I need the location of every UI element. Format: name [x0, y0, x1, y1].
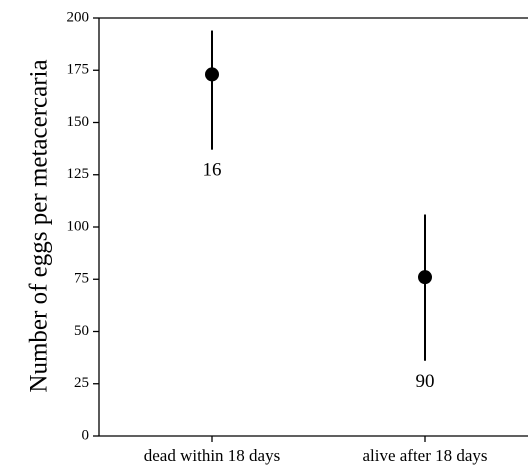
y-tick-label: 150 [67, 114, 90, 130]
data-point [205, 67, 219, 82]
sample-size-label: 16 [203, 160, 222, 181]
y-tick-label: 175 [67, 62, 90, 78]
y-tick-label: 200 [67, 9, 90, 25]
y-tick-label: 0 [82, 427, 90, 443]
x-tick-label: alive after 18 days [362, 446, 487, 465]
x-tick-label: dead within 18 days [144, 446, 280, 465]
y-tick-label: 125 [67, 166, 90, 182]
axes: 0 25 50 75 100 125 150 175 200 dead within 18 day… [67, 9, 528, 465]
y-tick-label: 50 [74, 323, 89, 339]
y-axis-label: Number of eggs per metacercaria [26, 59, 53, 392]
sample-size-label: 90 [416, 371, 435, 392]
y-tick-label: 25 [74, 375, 89, 391]
y-tick-label: 100 [67, 218, 90, 234]
data-point [418, 270, 432, 285]
y-tick-label: 75 [74, 271, 89, 287]
